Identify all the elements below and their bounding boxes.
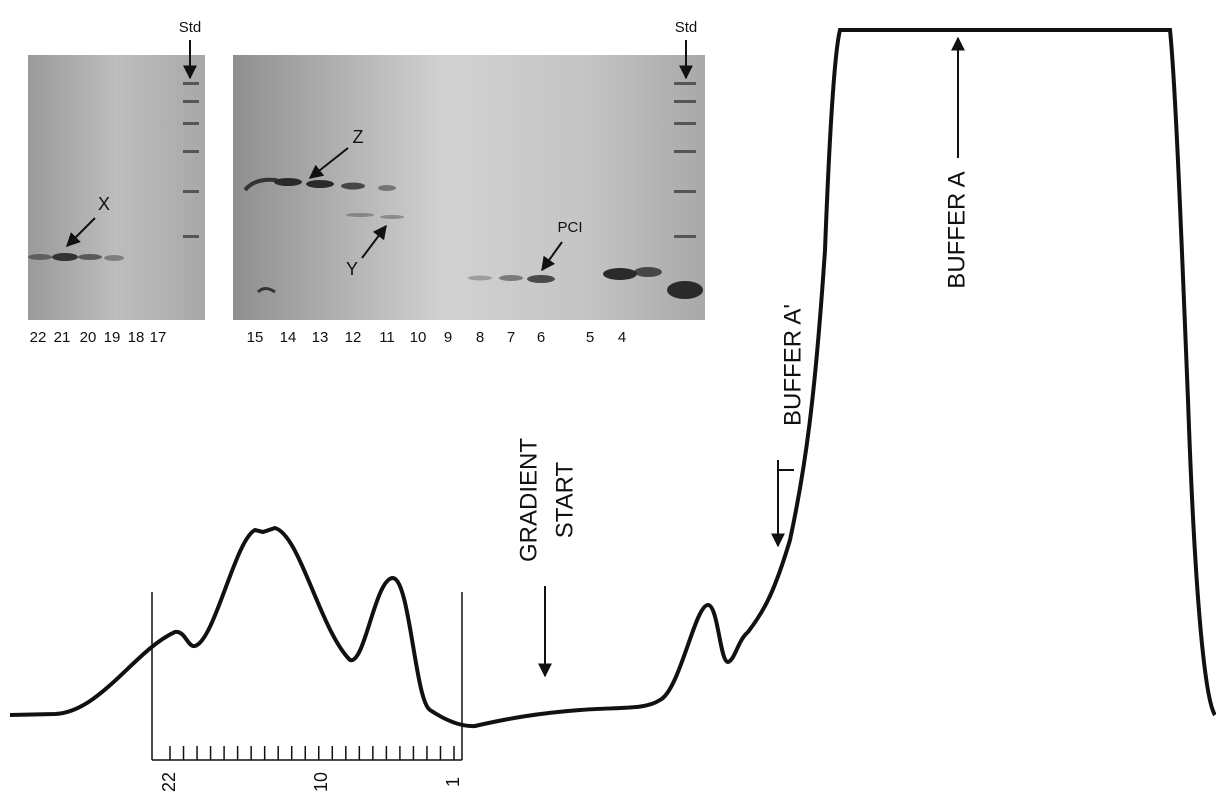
lane-label: 20 [80,329,97,346]
band-label: X [98,194,110,214]
lane-label: 17 [150,329,167,346]
annotation: START [551,461,578,538]
fraction-label: 1 [443,777,463,787]
figure: Std X Std Z Y PCI 22 10 1 GRA [0,0,1216,810]
lane-label: 10 [410,329,427,346]
lane-label: 7 [507,329,515,346]
gel-image [233,55,705,320]
lane-label: 14 [280,329,297,346]
band-label: PCI [557,219,582,236]
annotation: GRADIENT [515,438,542,562]
lane-label: 9 [444,329,452,346]
lane-label: 22 [30,329,47,346]
lane-label: 18 [128,329,145,346]
gel-image [28,55,205,320]
std-label: Std [675,19,698,36]
std-label: Std [179,19,202,36]
lane-label: 11 [379,329,395,346]
lane-label: 13 [312,329,329,346]
annotation: BUFFER A' [779,304,806,426]
lane-label: 5 [586,329,594,346]
lane-label: 6 [537,329,545,346]
band-label: Y [346,259,358,279]
fraction-label: 10 [311,772,331,792]
lane-label: 21 [54,329,71,346]
gel-left: Std X [28,19,205,320]
annotation: BUFFER A [943,171,970,288]
lane-label: 19 [104,329,121,346]
lane-label: 15 [247,329,264,346]
lane-label: 4 [618,329,626,346]
fraction-label: 22 [159,772,179,792]
gel-right: Std Z Y PCI [233,19,705,320]
band-label: Z [353,127,364,147]
fraction-scale [152,592,462,760]
lane-label: 8 [476,329,484,346]
lane-label: 12 [345,329,362,346]
page: {"gels": [ {"std_label": "Std", "lanes":… [0,0,1216,810]
